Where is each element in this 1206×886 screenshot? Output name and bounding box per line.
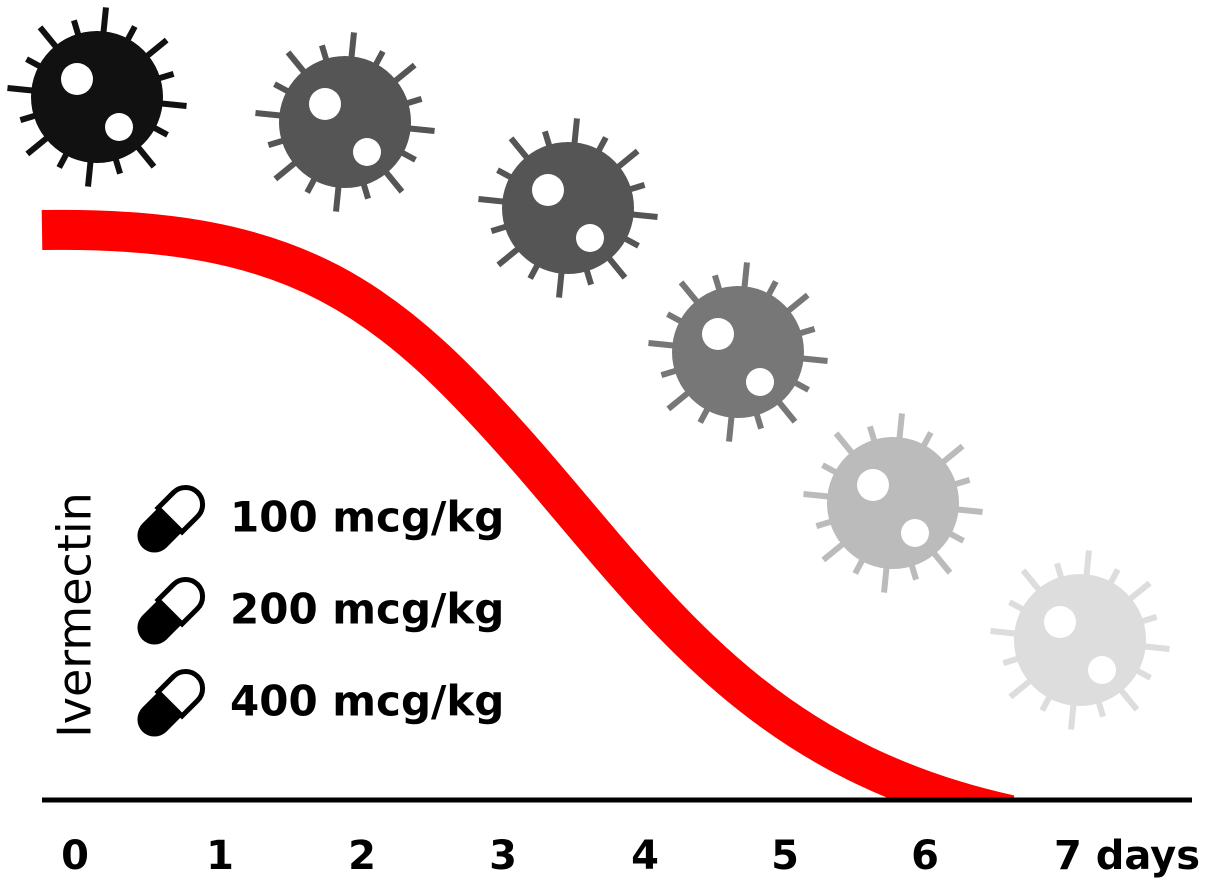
time-label: 6	[911, 833, 939, 879]
virus-body	[31, 31, 163, 163]
capsule-half	[154, 484, 206, 536]
time-label: 4	[631, 833, 659, 879]
virus	[990, 550, 1170, 730]
virus-hole	[61, 63, 93, 95]
virus-hole	[901, 519, 929, 547]
virus-body	[1014, 574, 1146, 706]
time-label: 7 days	[1054, 833, 1200, 879]
dose-list: 100 mcg/kg 200 mcg/kg 400 mcg/kg	[137, 484, 504, 737]
virus-hole	[702, 318, 734, 350]
capsule	[137, 484, 206, 553]
virus-hole	[1088, 656, 1116, 684]
virus-hole	[105, 113, 133, 141]
capsule-half	[137, 691, 183, 737]
dose-label: 100 mcg/kg	[230, 493, 504, 542]
capsule	[137, 668, 206, 737]
virus-hole	[532, 174, 564, 206]
drug-name: Ivermectin	[48, 492, 102, 738]
virus	[478, 118, 658, 298]
capsule-half	[154, 576, 206, 628]
virus-hole	[1044, 606, 1076, 638]
virus-hole	[746, 368, 774, 396]
time-label: 1	[206, 833, 234, 879]
dose-label: 200 mcg/kg	[230, 585, 504, 634]
virus	[255, 32, 435, 212]
virus-body	[502, 142, 634, 274]
virus	[803, 413, 983, 593]
virus-body	[279, 56, 411, 188]
dose-label: 400 mcg/kg	[230, 677, 504, 726]
capsule-half	[137, 599, 183, 645]
capsule	[137, 576, 206, 645]
time-labels: 0 1 2 3 4 5 6 7 days	[61, 833, 1200, 879]
virus-hole	[857, 469, 889, 501]
decline-curve	[41, 209, 1015, 800]
time-label: 3	[489, 833, 517, 879]
virus-hole	[309, 88, 341, 120]
virus-icons	[7, 7, 1170, 730]
capsule-half	[154, 668, 206, 720]
virus-body	[672, 286, 804, 418]
virus-hole	[353, 138, 381, 166]
virus-body	[827, 437, 959, 569]
virus-hole	[576, 224, 604, 252]
virus	[7, 7, 187, 187]
time-label: 2	[348, 833, 376, 879]
capsule-half	[137, 507, 183, 553]
virus	[648, 262, 828, 442]
time-label: 0	[61, 833, 89, 879]
time-label: 5	[771, 833, 799, 879]
